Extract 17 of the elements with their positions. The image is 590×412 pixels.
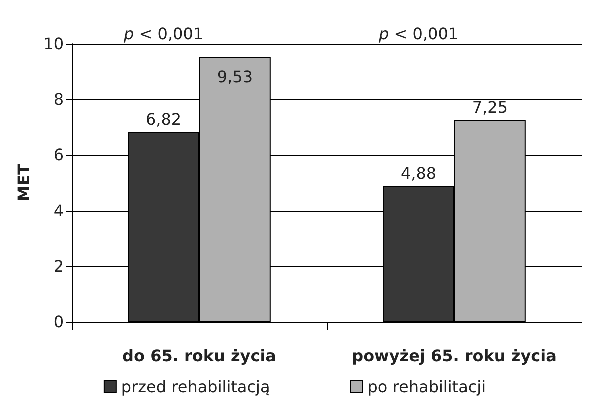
y-tick-label: 10 <box>44 34 64 54</box>
legend-label: przed rehabilitacją <box>121 378 270 396</box>
data-label: 4,88 <box>400 164 437 183</box>
x-tick-label: powyżej 65. roku życia <box>352 346 557 366</box>
x-tick-label: do 65. roku życia <box>122 346 276 366</box>
data-label: 6,82 <box>146 110 182 129</box>
y-tick-label: 4 <box>54 201 64 220</box>
y-tick-label: 8 <box>54 90 64 110</box>
data-label: 7,25 <box>472 98 508 117</box>
text: p < 0,001 <box>378 24 459 44</box>
legend-label: po rehabilitacji <box>368 378 486 396</box>
y-tick-label: 0 <box>54 312 64 332</box>
y-tick-label: 6 <box>54 146 64 165</box>
y-axis-title: MET <box>14 164 34 202</box>
text: p < 0,001 <box>123 24 204 44</box>
data-label: 9,53 <box>217 68 254 87</box>
y-tick-label: 2 <box>54 256 64 276</box>
